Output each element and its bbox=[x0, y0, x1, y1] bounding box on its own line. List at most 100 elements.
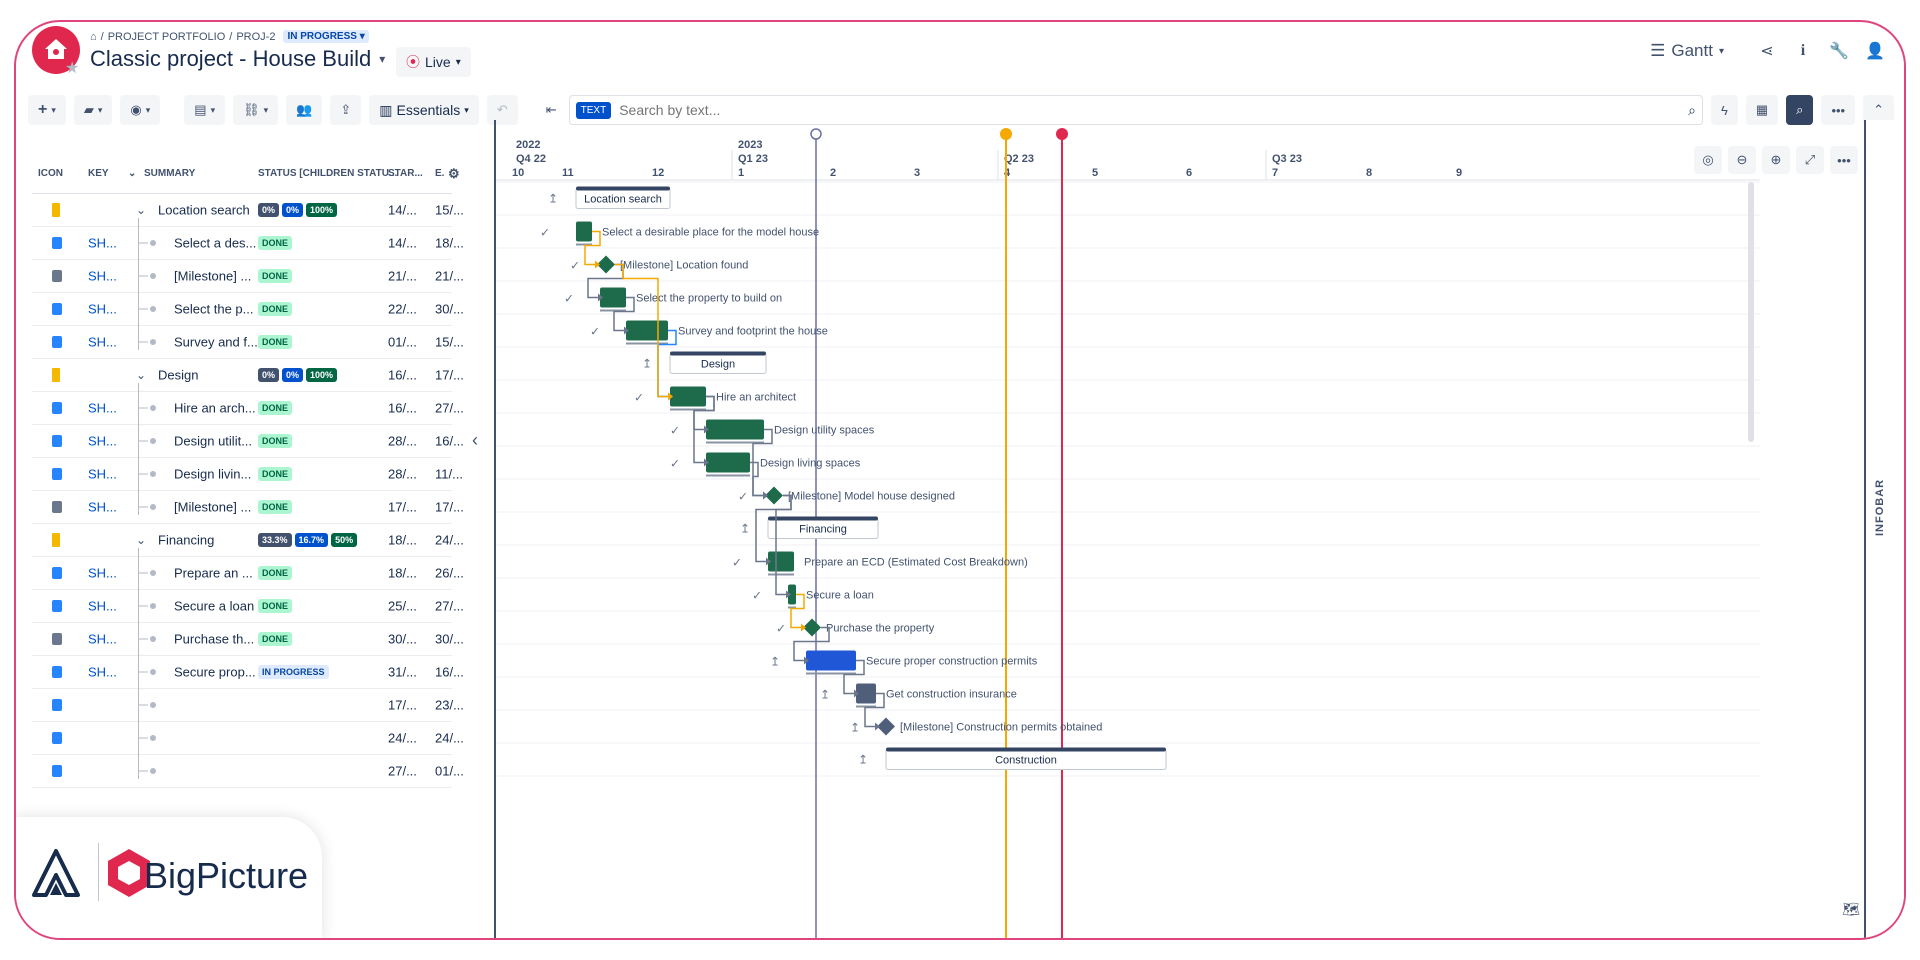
undo-button[interactable]: ↶ bbox=[486, 95, 518, 125]
end-date-cell[interactable]: 15/... bbox=[435, 202, 464, 218]
zoom-out-button[interactable]: ⊖ bbox=[1728, 146, 1756, 174]
view-switcher[interactable]: ☰ Gantt ▾ bbox=[1642, 36, 1732, 66]
issue-key[interactable]: SH... bbox=[88, 499, 117, 515]
end-date-cell[interactable]: 27/... bbox=[435, 400, 464, 416]
end-date-cell[interactable]: 01/... bbox=[435, 763, 464, 779]
start-date-cell[interactable]: 24/... bbox=[388, 730, 417, 746]
chevron-down-icon[interactable]: ⌄ bbox=[136, 368, 147, 382]
status-lozenge[interactable]: DONE bbox=[258, 335, 293, 349]
col-icon[interactable]: ICON bbox=[38, 168, 63, 179]
summary-cell[interactable]: Design livin... bbox=[174, 466, 252, 482]
milestone-diamond[interactable] bbox=[765, 486, 783, 505]
start-date-cell[interactable]: 28/... bbox=[388, 466, 417, 482]
chevron-down-icon[interactable]: ⌄ bbox=[136, 203, 147, 217]
summary-cell[interactable]: Secure prop... bbox=[174, 664, 256, 680]
table-row[interactable]: 17/... 23/... bbox=[32, 689, 464, 722]
automation-button[interactable]: ϟ bbox=[1710, 95, 1738, 125]
table-row[interactable]: SH... [Milestone] ... DONE 17/... 17/... bbox=[32, 491, 464, 524]
more-button[interactable]: ••• bbox=[1821, 95, 1856, 125]
search-icon[interactable]: ⌕ bbox=[1688, 101, 1696, 118]
marker-pin-yellow[interactable] bbox=[1000, 128, 1012, 140]
end-date-cell[interactable]: 24/... bbox=[435, 730, 464, 746]
end-date-cell[interactable]: 17/... bbox=[435, 499, 464, 515]
summary-cell[interactable]: Select the p... bbox=[174, 301, 254, 317]
col-start[interactable]: STAR... bbox=[388, 168, 423, 179]
end-date-cell[interactable]: 16/... bbox=[435, 433, 464, 449]
summary-cell[interactable]: Prepare an ... bbox=[174, 565, 253, 581]
task-bar[interactable] bbox=[600, 287, 626, 308]
app-logo[interactable]: ★ bbox=[32, 26, 80, 77]
status-lozenge[interactable]: DONE bbox=[258, 269, 293, 283]
chevron-down-icon[interactable]: ⌄ bbox=[136, 533, 147, 547]
status-lozenge[interactable]: DONE bbox=[258, 632, 293, 646]
col-status[interactable]: STATUS [CHILDREN STATU... bbox=[258, 168, 398, 179]
task-bar[interactable] bbox=[670, 386, 706, 407]
table-row[interactable]: SH... [Milestone] ... DONE 21/... 21/... bbox=[32, 260, 464, 293]
status-lozenge[interactable]: DONE bbox=[258, 302, 293, 316]
col-key[interactable]: KEY bbox=[88, 168, 109, 179]
table-row[interactable]: SH... Select a des... DONE 14/... 18/... bbox=[32, 227, 464, 260]
status-lozenge[interactable]: DONE bbox=[258, 236, 293, 250]
issue-key[interactable]: SH... bbox=[88, 664, 117, 680]
start-date-cell[interactable]: 01/... bbox=[388, 334, 417, 350]
collapse-panel-button[interactable]: ⇤ bbox=[542, 95, 561, 125]
columns-button[interactable]: ▤ ▾ bbox=[184, 95, 226, 125]
status-lozenge[interactable]: DONE bbox=[258, 599, 293, 613]
task-bar[interactable] bbox=[706, 452, 750, 473]
table-row[interactable]: 27/... 01/... bbox=[32, 755, 464, 788]
breadcrumb-project[interactable]: PROJ-2 bbox=[236, 30, 276, 43]
table-row[interactable]: SH... Secure a loan DONE 25/... 27/... bbox=[32, 590, 464, 623]
home-crumb-icon[interactable]: ⌂ bbox=[90, 30, 97, 43]
breadcrumb-portfolio[interactable]: PROJECT PORTFOLIO bbox=[107, 30, 226, 43]
summary-cell[interactable]: Survey and f... bbox=[174, 334, 258, 350]
table-row[interactable]: SH... Secure prop... IN PROGRESS 31/... … bbox=[32, 656, 464, 689]
start-date-cell[interactable]: 22/... bbox=[388, 301, 417, 317]
calendar-button[interactable]: ▦ bbox=[1745, 95, 1779, 125]
status-lozenge[interactable]: DONE bbox=[258, 500, 293, 514]
task-bar[interactable] bbox=[626, 320, 668, 341]
table-row[interactable]: SH... Hire an arch... DONE 16/... 27/... bbox=[32, 392, 464, 425]
status-lozenge[interactable]: DONE bbox=[258, 401, 293, 415]
end-date-cell[interactable]: 30/... bbox=[435, 631, 464, 647]
status-lozenge[interactable]: DONE bbox=[258, 434, 293, 448]
start-date-cell[interactable]: 18/... bbox=[388, 565, 417, 581]
summary-cell[interactable]: Design utilit... bbox=[174, 433, 253, 449]
status-badge[interactable]: IN PROGRESS ▾ bbox=[283, 30, 369, 43]
table-row[interactable]: SH... Select the p... DONE 22/... 30/... bbox=[32, 293, 464, 326]
live-button[interactable]: ⦿ Live ▾ bbox=[396, 47, 471, 77]
end-date-cell[interactable]: 24/... bbox=[435, 532, 464, 548]
share-button[interactable]: ⋖ bbox=[1752, 36, 1782, 66]
status-lozenge[interactable]: DONE bbox=[258, 566, 293, 580]
settings-button[interactable]: 🔧 bbox=[1824, 36, 1854, 66]
start-date-cell[interactable]: 30/... bbox=[388, 631, 417, 647]
task-bar[interactable] bbox=[806, 650, 856, 671]
summary-cell[interactable]: [Milestone] ... bbox=[174, 499, 252, 515]
start-date-cell[interactable]: 14/... bbox=[388, 235, 417, 251]
link-button[interactable]: ⛓ ▾ bbox=[233, 95, 279, 125]
end-date-cell[interactable]: 16/... bbox=[435, 664, 464, 680]
collapse-table-button[interactable]: ‹ bbox=[472, 430, 478, 450]
marker-pin-red[interactable] bbox=[1056, 128, 1068, 140]
task-bar[interactable] bbox=[788, 584, 796, 605]
task-bar[interactable] bbox=[856, 683, 876, 704]
table-row[interactable]: 24/... 24/... bbox=[32, 722, 464, 755]
issue-key[interactable]: SH... bbox=[88, 433, 117, 449]
start-date-cell[interactable]: 31/... bbox=[388, 664, 417, 680]
map-icon[interactable]: 🗺 bbox=[1842, 901, 1860, 917]
start-date-cell[interactable]: 18/... bbox=[388, 532, 417, 548]
start-date-cell[interactable]: 14/... bbox=[388, 202, 417, 218]
essentials-button[interactable]: ▥ Essentials ▾ bbox=[369, 95, 479, 125]
start-date-cell[interactable]: 17/... bbox=[388, 499, 417, 515]
user-button[interactable]: 👤 bbox=[1860, 36, 1890, 66]
status-lozenge[interactable]: IN PROGRESS bbox=[258, 665, 329, 679]
today-marker-icon[interactable] bbox=[810, 128, 822, 140]
infobar[interactable]: INFOBAR bbox=[1864, 120, 1904, 938]
issue-key[interactable]: SH... bbox=[88, 565, 117, 581]
summary-cell[interactable]: Financing bbox=[158, 532, 215, 548]
table-row[interactable]: ⌄ Financing 33.3% 16.7% 50% 18/... 24/... bbox=[32, 524, 464, 557]
issue-key[interactable]: SH... bbox=[88, 235, 117, 251]
end-date-cell[interactable]: 21/... bbox=[435, 268, 464, 284]
folder-button[interactable]: ▰ ▾ bbox=[73, 95, 113, 125]
issue-key[interactable]: SH... bbox=[88, 334, 117, 350]
zoom-in-button[interactable]: ⊕ bbox=[1762, 146, 1790, 174]
